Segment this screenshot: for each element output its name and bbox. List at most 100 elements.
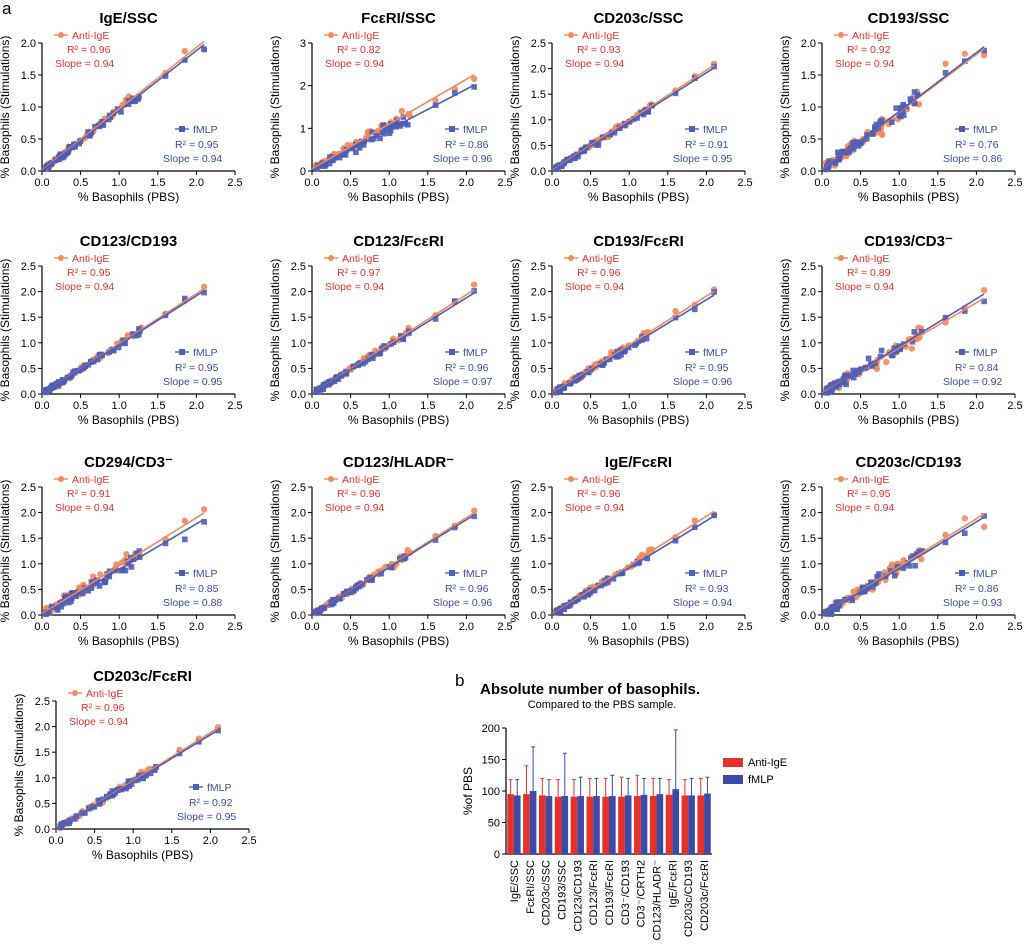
- anti-ige-bar: [681, 795, 689, 854]
- fmlp-point: [910, 553, 917, 559]
- fmlp-point: [843, 381, 849, 388]
- anti-ige-legend-label: Anti-IgE: [342, 253, 379, 265]
- y-tick-label: 2.0: [21, 508, 36, 520]
- x-tick-label: 1.0: [892, 400, 907, 412]
- y-axis-label: % Basophils (Stimulations): [0, 259, 12, 402]
- x-tick-label: 0.5: [343, 400, 358, 412]
- y-axis-label: % Basophils (Stimulations): [778, 480, 792, 623]
- y-tick-label: 1.0: [801, 338, 816, 350]
- bar-chart-subtitle: Compared to the PBS sample.: [528, 699, 677, 711]
- y-tick-label: 1: [300, 123, 306, 135]
- panel-letter-a: a: [2, 0, 12, 18]
- anti-ige-point: [181, 517, 189, 525]
- fmlp-point: [201, 289, 207, 296]
- fmlp-point: [182, 295, 188, 302]
- x-tick-label: 1.5: [930, 400, 945, 412]
- fmlp-point: [62, 593, 69, 600]
- fmlp-point: [101, 578, 107, 585]
- fmlp-point: [599, 362, 606, 368]
- x-tick-label: 1.0: [382, 400, 397, 412]
- x-tick-label: 1.5: [420, 400, 435, 412]
- fmlp-point: [835, 149, 841, 156]
- anti-ige-legend-label: Anti-IgE: [342, 30, 379, 42]
- y-tick-label: 1.5: [801, 312, 816, 324]
- fmlp-point: [850, 374, 857, 381]
- y-axis-label: % Basophils (Stimulations): [268, 259, 282, 402]
- x-axis-label: % Basophils (PBS): [858, 413, 959, 427]
- fmlp-point: [567, 602, 574, 608]
- fmlp-bar: [529, 791, 537, 854]
- y-tick-label: 1.5: [35, 747, 50, 759]
- x-tick-label: 2.5: [1007, 400, 1022, 412]
- fmlp-point: [343, 147, 350, 153]
- fmlp-point: [891, 572, 898, 579]
- fmlp-point: [558, 163, 564, 170]
- fmlp-point: [860, 588, 866, 595]
- anti-ige-r2: R² = 0.96: [577, 267, 621, 279]
- anti-ige-legend-marker: [838, 476, 844, 482]
- anti-ige-bar: [618, 796, 625, 854]
- bar-chart-absolute-basophils: Absolute number of basophils.Compared to…: [461, 681, 787, 940]
- fmlp-point: [878, 117, 885, 124]
- fmlp-point: [130, 556, 137, 562]
- fmlp-fit-line: [551, 67, 715, 172]
- anti-ige-point: [470, 507, 478, 514]
- anti-ige-legend-marker: [58, 32, 64, 38]
- y-tick-label: 0.0: [291, 610, 306, 622]
- bar-y-tick-label: 0: [494, 849, 500, 861]
- anti-ige-legend-marker: [58, 476, 64, 482]
- fmlp-point: [122, 567, 129, 574]
- scatter-panel: FcεRI/SSC 0.0 0.5 1.0 1.5 2.0 2.5 0 1 2 3 % Basophi…: [268, 10, 513, 204]
- anti-ige-legend-label: Anti-IgE: [72, 253, 109, 265]
- y-tick-label: 0.0: [531, 166, 546, 178]
- fmlp-point: [201, 519, 207, 525]
- bar-chart-title: Absolute number of basophils.: [480, 681, 700, 698]
- bar-y-tick-label: 150: [482, 755, 500, 767]
- fmlp-r2: R² = 0.86: [445, 139, 489, 151]
- fmlp-point: [354, 582, 361, 589]
- anti-ige-bar: [634, 796, 641, 854]
- fmlp-point: [828, 605, 834, 612]
- anti-ige-point: [908, 345, 916, 352]
- y-tick-label: 1.5: [531, 89, 546, 101]
- fmlp-point: [869, 363, 875, 369]
- fmlp-point: [388, 121, 394, 128]
- anti-ige-r2: R² = 0.89: [847, 267, 891, 279]
- anti-ige-legend-label: Anti-IgE: [852, 30, 889, 42]
- panel-title: CD193/SSC: [868, 10, 950, 27]
- bar-category-label: IgE/SSC: [509, 860, 521, 902]
- fmlp-r2: R² = 0.95: [685, 362, 729, 374]
- fmlp-legend-marker: [689, 349, 695, 355]
- fmlp-point: [432, 537, 439, 543]
- fmlp-point: [889, 352, 895, 359]
- x-tick-label: 1.0: [112, 621, 127, 633]
- y-tick-label: 2.0: [531, 508, 546, 520]
- fmlp-point: [583, 144, 589, 151]
- fmlp-bar: [561, 796, 569, 854]
- fmlp-point: [360, 142, 367, 148]
- fmlp-point: [314, 166, 320, 172]
- fmlp-point: [855, 143, 862, 149]
- x-axis-label: % Basophils (PBS): [588, 190, 689, 204]
- y-tick-label: 1.5: [531, 312, 546, 324]
- x-tick-label: 0.0: [304, 621, 319, 633]
- scatter-panel: IgE/SSC 0.0 0.5 1.0 1.5 2.0 2.5 0.0 0.5 1.0 1.5 2.0…: [0, 10, 243, 204]
- fmlp-point: [893, 105, 900, 111]
- x-tick-label: 1.0: [622, 177, 637, 189]
- fmlp-point: [380, 122, 386, 128]
- y-tick-label: 1.5: [291, 533, 306, 545]
- bar-category-label: CD123/CD193: [572, 860, 584, 932]
- fmlp-legend-marker: [449, 570, 455, 576]
- fmlp-point: [356, 145, 363, 151]
- x-tick-label: 2.5: [497, 177, 512, 189]
- anti-ige-point: [961, 515, 969, 522]
- anti-ige-legend-label: Anti-IgE: [582, 253, 619, 265]
- anti-ige-legend-marker: [568, 32, 574, 38]
- x-tick-label: 1.0: [892, 621, 907, 633]
- anti-ige-slope: Slope = 0.94: [55, 58, 114, 70]
- fmlp-point: [981, 298, 987, 305]
- fmlp-point: [899, 108, 906, 115]
- y-axis-label: % Basophils (Stimulations): [268, 36, 282, 179]
- fmlp-bar: [704, 793, 711, 854]
